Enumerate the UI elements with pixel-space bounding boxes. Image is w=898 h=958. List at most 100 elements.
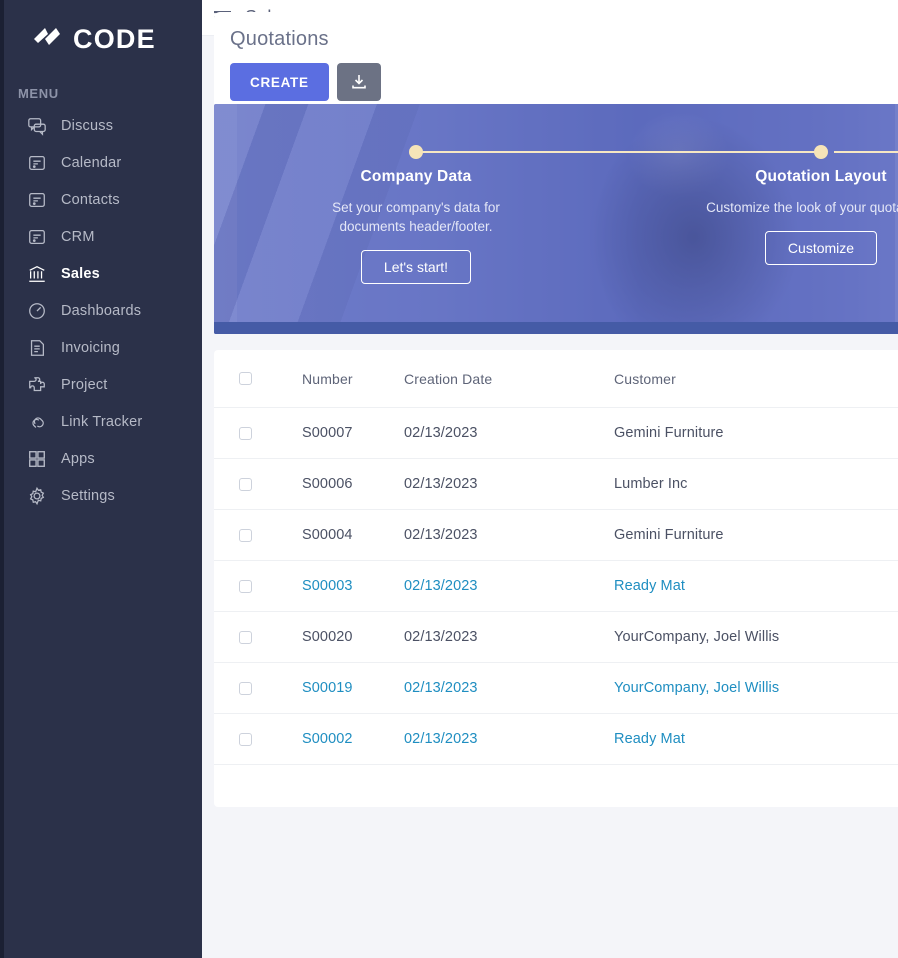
sidebar-item-label: Dashboards (61, 302, 142, 319)
banner-overlay (214, 104, 898, 334)
row-checkbox[interactable] (239, 426, 252, 440)
select-all-checkbox[interactable] (239, 372, 252, 385)
onboarding-step-quotation-layout: Quotation Layout Customize the look of y… (706, 168, 898, 265)
cell-creation-date: 02/13/2023 (404, 476, 478, 492)
dashboards-icon (29, 302, 45, 319)
column-header-number[interactable]: Number (302, 370, 353, 387)
import-download-icon (351, 75, 366, 89)
cell-number[interactable]: S00002 (302, 731, 353, 747)
row-checkbox[interactable] (239, 579, 252, 593)
table-row[interactable]: S00002 02/13/2023 Ready Mat (214, 714, 898, 765)
cell-number[interactable]: S00020 (302, 629, 353, 645)
sidebar-item-calendar[interactable]: Calendar (0, 144, 202, 181)
table-row[interactable]: S00020 02/13/2023 YourCompany, Joel Will… (214, 612, 898, 663)
link-tracker-icon (32, 416, 44, 428)
row-checkbox[interactable] (239, 528, 252, 542)
sidebar-item-project[interactable]: Project (0, 366, 202, 403)
sidebar-item-label: Project (61, 376, 108, 393)
sidebar-item-settings[interactable]: Settings (0, 477, 202, 514)
cell-creation-date: 02/13/2023 (404, 629, 478, 645)
app-logo[interactable]: CODE (0, 0, 202, 58)
onboarding-banner: Company Data Set your company's data for… (214, 104, 898, 334)
cell-creation-date: 02/13/2023 (404, 680, 478, 696)
sidebar-item-label: Invoicing (61, 339, 121, 356)
cell-customer: Ready Mat (614, 578, 686, 594)
quotations-table: Number Creation Date Customer S00007 02/… (214, 350, 898, 807)
row-checkbox[interactable] (239, 477, 252, 491)
sidebar-item-label: Settings (61, 487, 115, 504)
onboarding-step-company-data: Company Data Set your company's data for… (301, 168, 531, 284)
row-checkbox[interactable] (239, 630, 252, 644)
sidebar-item-label: Calendar (61, 154, 122, 171)
quotations-panel: Quotations CREATE (214, 12, 898, 115)
sidebar-item-label: CRM (61, 228, 95, 245)
discuss-icon (28, 117, 46, 136)
invoicing-icon (30, 339, 44, 356)
step-dot[interactable] (409, 145, 423, 159)
cell-number[interactable]: S00019 (302, 680, 353, 696)
step-description: Set your company's data for documents he… (332, 200, 500, 234)
create-button[interactable]: CREATE (230, 63, 329, 101)
banner-photo (214, 104, 898, 334)
customize-button[interactable]: Customize (764, 231, 878, 265)
table-row[interactable]: S00006 02/13/2023 Lumber Inc (214, 459, 898, 510)
sidebar-item-dashboards[interactable]: Dashboards (0, 292, 202, 329)
onboarding-steps: Company Data Set your company's data for… (214, 104, 898, 334)
step-connector-line (422, 151, 826, 153)
sidebar-item-apps[interactable]: Apps (0, 440, 202, 477)
step-description: Customize the look of your quotations. (706, 200, 898, 215)
sidebar-nav: Discuss Calendar Contacts (0, 107, 202, 514)
row-checkbox[interactable] (239, 732, 252, 746)
step-title: Quotation Layout (755, 168, 887, 185)
project-icon (29, 376, 45, 391)
sidebar-item-sales[interactable]: Sales (0, 255, 202, 292)
sidebar-section-label: MENU (18, 86, 59, 101)
cell-creation-date: 02/13/2023 (404, 731, 478, 747)
cell-customer: Gemini Furniture (614, 527, 724, 543)
cell-number[interactable]: S00006 (302, 476, 353, 492)
calendar-icon (29, 155, 45, 170)
sidebar-item-label: Link Tracker (61, 413, 143, 430)
import-button[interactable] (336, 63, 381, 101)
cell-customer: YourCompany, Joel Willis (614, 629, 780, 645)
sidebar-item-link-tracker[interactable]: Link Tracker (0, 403, 202, 440)
step-dot[interactable] (814, 145, 828, 159)
code-logo-icon (34, 28, 60, 45)
cell-number[interactable]: S00007 (302, 425, 353, 441)
sidebar: CODE MENU Discuss Calendar (0, 0, 202, 958)
banner-bottom-strip (214, 322, 898, 334)
settings-icon (29, 486, 45, 505)
sidebar-item-crm[interactable]: CRM (0, 218, 202, 255)
sales-icon (29, 265, 45, 282)
crm-icon (29, 229, 45, 244)
sidebar-item-label: Discuss (61, 117, 114, 134)
row-checkbox[interactable] (239, 681, 252, 695)
cell-customer: Gemini Furniture (614, 425, 724, 441)
cell-creation-date: 02/13/2023 (404, 425, 478, 441)
table-row[interactable]: S00003 02/13/2023 Ready Mat (214, 561, 898, 612)
cell-creation-date: 02/13/2023 (404, 527, 478, 543)
sidebar-item-contacts[interactable]: Contacts (0, 181, 202, 218)
lets-start-button[interactable]: Let's start! (360, 250, 472, 284)
main-area: Sales + Quotations CREATE (202, 0, 898, 958)
column-header-creation-date[interactable]: Creation Date (404, 370, 493, 387)
sidebar-item-discuss[interactable]: Discuss (0, 107, 202, 144)
cell-number[interactable]: S00003 (302, 578, 353, 594)
sidebar-item-label: Sales (61, 265, 100, 282)
step-title: Company Data (360, 168, 472, 185)
cell-creation-date: 02/13/2023 (404, 578, 478, 594)
table-row[interactable]: S00004 02/13/2023 Gemini Furniture (214, 510, 898, 561)
sidebar-item-invoicing[interactable]: Invoicing (0, 329, 202, 366)
logo-text: CODE (73, 23, 156, 54)
apps-icon (29, 450, 45, 467)
cell-number[interactable]: S00004 (302, 527, 353, 543)
table-header-row: Number Creation Date Customer (214, 350, 898, 408)
contacts-icon (29, 192, 45, 207)
cell-customer: Lumber Inc (614, 476, 688, 492)
column-header-customer[interactable]: Customer (614, 370, 676, 387)
cell-customer: YourCompany, Joel Willis (614, 680, 780, 696)
sidebar-item-label: Contacts (61, 191, 120, 208)
table-row[interactable]: S00019 02/13/2023 YourCompany, Joel Will… (214, 663, 898, 714)
table-row[interactable]: S00007 02/13/2023 Gemini Furniture (214, 408, 898, 459)
